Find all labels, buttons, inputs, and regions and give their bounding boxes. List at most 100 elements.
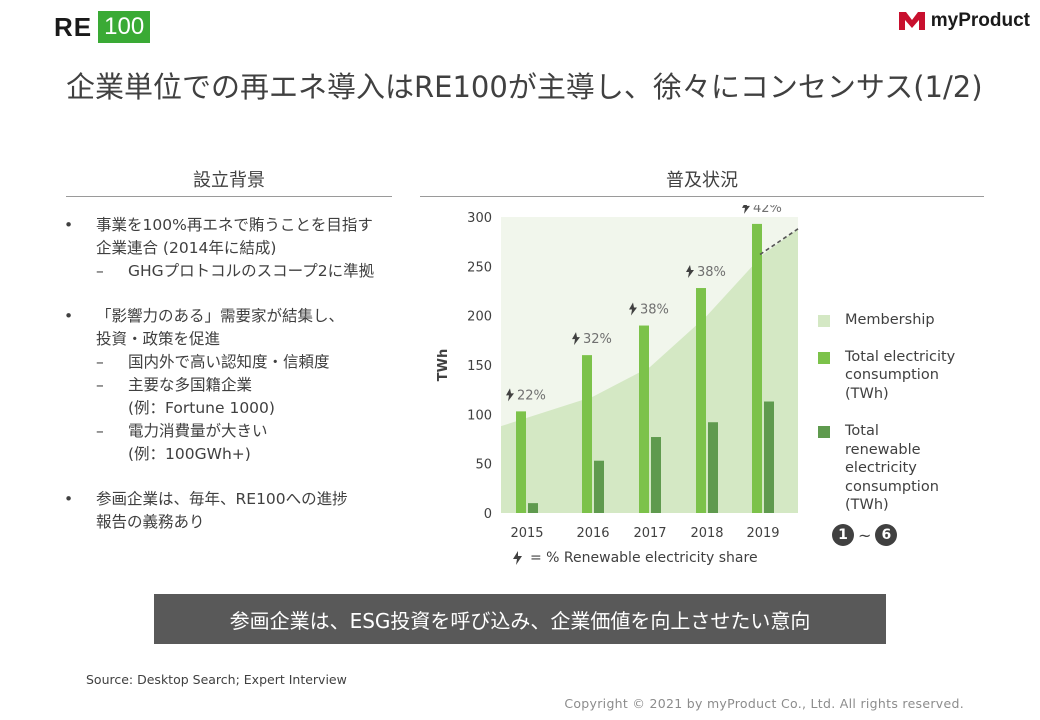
dash-mark: – (96, 376, 104, 394)
share-lightning-icon (506, 388, 514, 402)
range-separator: ~ (858, 525, 872, 545)
bullet-mark: • (64, 490, 74, 508)
legend-label: Total electricity (845, 348, 956, 365)
bar-renewable-2017 (651, 437, 661, 513)
membership-projection-line (759, 228, 799, 256)
legend-range-marker: 1 ~ 6 (832, 524, 898, 546)
legend-swatch-membership (818, 315, 830, 327)
source-note: Source: Desktop Search; Expert Interview (86, 672, 347, 687)
re100-adoption-chart: 22% 2015 32% 2016 38% 2017 38% 2018 42% 2019 0 50 10… (436, 205, 799, 541)
range-start-badge: 1 (832, 524, 854, 546)
range-end-badge: 6 (875, 524, 898, 546)
share-label-2017: 38% (640, 303, 669, 318)
sub-bullet: – 電力消費量が大きい (96, 420, 394, 443)
share-lightning-icon (686, 265, 694, 279)
share-lightning-icon (572, 332, 580, 346)
share-label-2019: 42% (753, 205, 782, 216)
brand-name: myProduct (930, 10, 1030, 31)
share-lightning-icon (742, 205, 750, 214)
legend-label: electricity (845, 460, 917, 476)
bullet-item: • 事業を100%再エネで賄うことを目指す 企業連合 (2014年に結成) – … (64, 214, 394, 283)
bullet-text: 報告の義務あり (96, 513, 205, 531)
bullet-text: 投資・政策を促進 (96, 330, 221, 348)
background-bullets: • 事業を100%再エネで賄うことを目指す 企業連合 (2014年に結成) – … (64, 214, 394, 534)
dash-mark: – (96, 262, 104, 280)
legend-label: renewable (845, 441, 921, 458)
left-section-heading: 設立背景 (193, 170, 265, 191)
share-label-2016: 32% (583, 332, 612, 347)
brand-mark-icon (898, 12, 925, 30)
share-footnote: = % Renewable electricity share (513, 550, 758, 566)
logo-text: RE (54, 11, 93, 42)
bullet-text: 参画企業は、毎年、RE100への進捗 (96, 490, 348, 508)
legend-label: (TWh) (845, 497, 889, 513)
legend-item-renewable: Total renewable electricity consumption … (818, 422, 1018, 515)
sub-bullet-text: 国内外で高い認知度・信頼度 (128, 353, 330, 371)
bar-renewable-2015 (528, 503, 538, 513)
bar-total-2017 (639, 325, 649, 513)
bar-renewable-2016 (594, 460, 604, 513)
share-label-2018: 38% (697, 265, 726, 280)
legend-label: Membership (845, 312, 935, 328)
copyright-note: Copyright © 2021 by myProduct Co., Ltd. … (564, 696, 964, 711)
y-tick-label-250: 250 (467, 260, 492, 275)
bar-total-2016 (582, 355, 592, 513)
conclusion-banner: 参画企業は、ESG投資を呼び込み、企業価値を向上させたい意向 (154, 594, 886, 644)
right-section-divider (420, 196, 984, 197)
membership-area (501, 228, 798, 513)
bar-total-2019 (752, 223, 762, 513)
bullet-item: • 参画企業は、毎年、RE100への進捗 報告の義務あり (64, 488, 394, 534)
page-title: 企業単位での再エネ導入はRE100が主導し、徐々にコンセンサス(1/2) (66, 70, 983, 104)
bullet-mark: • (64, 216, 74, 234)
sub-bullet: – GHGプロトコルのスコープ2に準拠 (96, 260, 394, 283)
legend-label: consumption (845, 367, 939, 383)
bullet-text: 企業連合 (2014年に結成) (96, 239, 277, 257)
bar-renewable-2019 (764, 401, 774, 513)
sub-bullet-text: 電力消費量が大きい (128, 422, 268, 440)
x-tick-label-2017: 2017 (633, 526, 666, 541)
logo-badge: 100 (98, 11, 151, 43)
legend-item-membership: Membership (818, 311, 1018, 330)
dash-mark: – (96, 353, 104, 371)
re100-logo: RE 100 (54, 10, 151, 44)
bar-total-2015 (516, 411, 526, 513)
bar-total-2018 (696, 288, 706, 513)
sub-bullet-example: (例：100GWh+) (128, 445, 251, 463)
bullet-mark: • (64, 307, 74, 325)
share-footnote-text: = % Renewable electricity share (530, 550, 758, 566)
bullet-item: • 「影響力のある」需要家が結集し、 投資・政策を促進 – 国内外で高い認知度・… (64, 305, 394, 466)
share-lightning-icon (629, 302, 637, 316)
legend-item-total: Total electricity consumption (TWh) (818, 348, 1018, 404)
y-tick-label-300: 300 (467, 211, 492, 226)
legend-label: consumption (845, 478, 939, 495)
sub-bullet-example: (例：Fortune 1000) (128, 399, 275, 417)
y-tick-label-100: 100 (467, 408, 492, 423)
y-tick-label-0: 0 (484, 507, 492, 522)
sub-bullet-text: GHGプロトコルのスコープ2に準拠 (128, 262, 375, 280)
dash-mark: – (96, 422, 104, 440)
x-tick-label-2018: 2018 (690, 526, 723, 541)
bullet-text: 「影響力のある」需要家が結集し、 (96, 307, 345, 325)
share-label-2015: 22% (517, 388, 546, 403)
y-tick-label-150: 150 (467, 359, 492, 374)
brand-logo: myProduct (898, 10, 1030, 32)
x-tick-label-2019: 2019 (746, 526, 779, 541)
bullet-text: 事業を100%再エネで賄うことを目指す (96, 216, 373, 234)
sub-bullet-text: 主要な多国籍企業 (128, 376, 253, 394)
chart-legend: Membership Total electricity consumption… (818, 311, 1018, 515)
bar-renewable-2018 (708, 422, 718, 513)
sub-bullet: – 国内外で高い認知度・信頼度 (96, 351, 394, 374)
legend-swatch-total (818, 351, 830, 364)
y-axis-label: TWh (436, 349, 451, 381)
lightning-icon (513, 551, 522, 565)
legend-swatch-renewable (818, 426, 830, 438)
left-section-divider (66, 196, 392, 197)
conclusion-text: 参画企業は、ESG投資を呼び込み、企業価値を向上させたい意向 (229, 608, 811, 633)
legend-label: (TWh) (845, 385, 889, 402)
sub-bullet: – 主要な多国籍企業 (96, 374, 394, 397)
y-tick-label-200: 200 (467, 310, 492, 325)
legend-label: Total (845, 423, 879, 439)
right-section-heading: 普及状況 (666, 170, 738, 191)
y-tick-label-50: 50 (475, 458, 492, 473)
x-tick-label-2016: 2016 (576, 526, 609, 541)
